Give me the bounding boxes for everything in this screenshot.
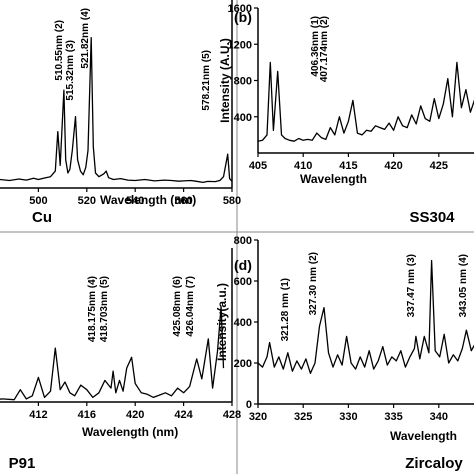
x-tick-label: 420	[126, 409, 144, 421]
x-tick-label: 520	[78, 195, 96, 207]
x-tick-label: 335	[384, 411, 402, 423]
x-tick-label: 412	[29, 409, 47, 421]
x-tick-label: 420	[384, 160, 402, 172]
chart-panel-3: 412 416 420 424 428 Wavelength (nm) 418.175nm …	[0, 248, 241, 472]
x-tick-label: 325	[294, 411, 312, 423]
y-tick-label: 400	[234, 317, 252, 329]
x-tick-label: 580	[223, 195, 241, 207]
x-axis-title: Wavelength	[390, 429, 457, 443]
chart-panel-1: 480500520540560580Wavelength (nm)510.55n…	[0, 0, 241, 226]
peak-annotation: 515.32nm (3)	[65, 40, 76, 101]
x-tick-label: 415	[339, 160, 357, 172]
peak-annotation: 337.47 nm (3)	[406, 254, 417, 317]
x-tick-label: 500	[29, 195, 47, 207]
spectrum-line-1	[0, 305, 225, 401]
spectrum-line-1	[257, 259, 474, 374]
y-axis-title: Intensity (A.U.)	[218, 38, 232, 123]
x-tick-label: 340	[430, 411, 448, 423]
peak-annotation: 407.174nm (2)	[319, 16, 330, 82]
y-tick-label: 1600	[228, 3, 252, 15]
peak-annotation: 418.175nm (4)	[87, 276, 98, 342]
y-tick-label: 1200	[228, 39, 252, 51]
x-tick-label: 330	[339, 411, 357, 423]
peak-annotation: 321.28 nm (1)	[280, 278, 291, 341]
x-tick-label: 560	[174, 195, 192, 207]
chart-panel-2: 405 410 415 420 425 400 800 1200 1600 Wavelength I…	[218, 3, 474, 226]
x-tick-label: 424	[174, 409, 193, 421]
spectrum-line-1	[0, 36, 233, 184]
chart-panel-4: 320 325 330 335 340 0 200 400 600 800 Wavelength In…	[215, 235, 474, 472]
y-tick-label: 800	[234, 76, 252, 88]
x-axis-title: Wavelength (nm)	[82, 425, 178, 439]
y-tick-label: 600	[234, 276, 252, 288]
x-axis-title: Wavelength	[300, 172, 367, 186]
peak-annotation: 426.04nm (7)	[185, 276, 196, 337]
y-axis-title: Intensity(a.u.)	[215, 283, 229, 361]
x-axis-title: Wavelength (nm)	[100, 193, 196, 207]
y-tick-label: 400	[234, 112, 252, 124]
panel-caption: Cu	[32, 209, 52, 226]
peak-annotation: 406.36nm (1)	[310, 16, 321, 77]
x-tick-label: 428	[223, 409, 241, 421]
peak-annotation: 425.08nm (6)	[172, 276, 183, 337]
x-tick-label: 416	[78, 409, 96, 421]
peak-annotation: 510.55nm (2)	[54, 20, 65, 81]
x-tick-label: 320	[249, 411, 267, 423]
peak-annotation: 343.05 nm (4)	[458, 254, 469, 317]
spectrum-line-1	[257, 61, 474, 142]
panel-caption: Zircaloy	[405, 455, 463, 472]
peak-annotation: 578.21nm (5)	[201, 50, 212, 111]
y-tick-label: 200	[234, 358, 252, 370]
x-tick-label: 405	[249, 160, 267, 172]
y-tick-label: 0	[246, 399, 252, 411]
y-tick-label: 800	[234, 235, 252, 247]
x-tick-label: 425	[430, 160, 448, 172]
peak-annotation: 327.30 nm (2)	[308, 252, 319, 315]
panel-caption: P91	[9, 455, 36, 472]
x-tick-label: 540	[126, 195, 144, 207]
x-tick-label: 410	[294, 160, 312, 172]
panel-id-label: (d)	[234, 257, 252, 273]
panel-caption: SS304	[409, 209, 455, 226]
peak-annotation: 521.82nm (4)	[80, 8, 91, 69]
peak-annotation: 418.703nm (5)	[99, 276, 110, 342]
panel-id-label: (b)	[234, 9, 252, 25]
